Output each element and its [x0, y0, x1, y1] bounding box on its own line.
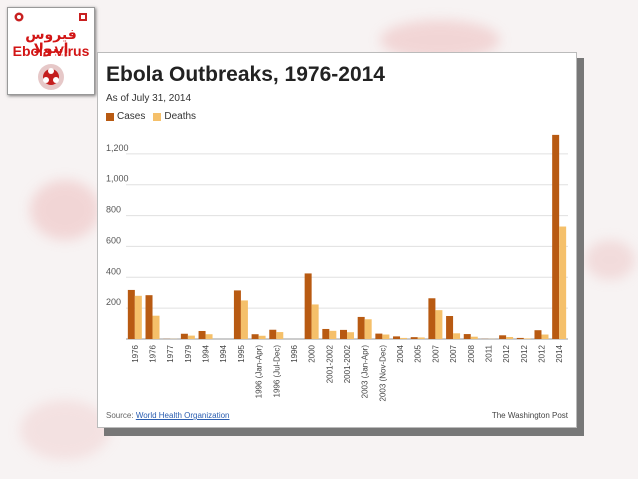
- chart-subtitle: As of July 31, 2014: [106, 93, 192, 104]
- x-tick-label: 1995: [237, 344, 246, 362]
- bar-cases: [428, 298, 436, 339]
- bar-cases: [322, 328, 330, 339]
- bar-cases: [463, 334, 471, 339]
- x-tick-label: 2007: [449, 344, 458, 362]
- bar-deaths: [541, 334, 549, 339]
- chart-title: Ebola Outbreaks, 1976-2014: [106, 63, 385, 86]
- bar-deaths: [187, 335, 195, 339]
- bar-cases: [375, 333, 383, 339]
- x-tick-label: 1996: [290, 344, 299, 362]
- source-label: Source:: [106, 411, 134, 420]
- emblem-icon: [14, 12, 24, 22]
- bar-deaths: [240, 300, 248, 339]
- source-link[interactable]: World Health Organization: [135, 411, 230, 420]
- legend-item-cases: Cases: [106, 111, 145, 122]
- x-tick-label: 1976: [131, 344, 140, 362]
- x-tick-label: 1977: [166, 344, 175, 362]
- bar-deaths: [400, 337, 408, 339]
- bar-cases: [499, 335, 507, 339]
- legend-label-deaths: Deaths: [164, 111, 197, 122]
- y-tick-label: 600: [106, 235, 121, 245]
- legend-label-cases: Cases: [117, 111, 146, 122]
- x-tick-label: 2001-2002: [343, 344, 352, 383]
- x-tick-label: 2003 (Jan-Apr): [361, 345, 370, 399]
- x-tick-label: 1994: [219, 344, 228, 362]
- x-tick-label: 2001-2002: [325, 344, 334, 383]
- bar-deaths: [258, 335, 266, 339]
- y-tick-label: 1,200: [106, 143, 129, 153]
- chart-legend: Cases Deaths: [106, 111, 196, 122]
- x-tick-label: 2014: [555, 344, 564, 362]
- chart-plot-area: 200 400 600 800 1,000 1,200 1976 1976 1977 1979 19…: [106, 134, 568, 402]
- bar-cases: [180, 333, 188, 339]
- y-tick-label: 1,000: [106, 174, 129, 184]
- x-tick-label: 2003 (Nov-Dec): [378, 345, 387, 402]
- legend-swatch-cases: [106, 112, 114, 121]
- ebola-virus-logo: فيروس إيبولا Ebola Virus: [7, 7, 95, 95]
- bar-cases: [251, 334, 259, 339]
- bar-deaths: [453, 333, 461, 339]
- chart-source: Source: World Health Organization: [106, 411, 230, 420]
- logo-arabic-text: فيروس إيبولا: [25, 27, 77, 57]
- y-tick-label: 400: [106, 266, 121, 276]
- y-tick-label: 200: [106, 297, 121, 307]
- bar-cases: [304, 273, 312, 339]
- chart-credit: The Washington Post: [491, 411, 568, 420]
- bar-deaths: [559, 226, 567, 339]
- x-tick-label: 2000: [308, 344, 317, 362]
- x-tick-label: 1996 (Jul-Dec): [272, 345, 281, 398]
- bar-deaths: [276, 332, 284, 339]
- bar-deaths: [417, 337, 425, 339]
- bar-cases: [269, 329, 277, 339]
- y-tick-label: 800: [106, 205, 121, 215]
- x-tick-label: 1994: [202, 344, 211, 362]
- bar-deaths: [134, 295, 142, 339]
- background-smear: [20, 400, 110, 460]
- x-tick-label: 2007: [431, 344, 440, 362]
- bar-cases: [233, 290, 241, 339]
- bar-cases: [446, 316, 454, 339]
- x-tick-label: 1996 (Jan-Apr): [255, 345, 264, 399]
- bar-deaths: [382, 334, 390, 339]
- chart-card: Ebola Outbreaks, 1976-2014 As of July 31…: [97, 52, 577, 428]
- bar-deaths: [364, 319, 372, 339]
- logo-english-text: Ebola Virus: [12, 43, 90, 59]
- bar-deaths: [329, 330, 337, 339]
- bar-deaths: [435, 310, 443, 339]
- bar-deaths: [506, 336, 514, 339]
- bar-cases: [340, 329, 347, 339]
- legend-swatch-deaths: [153, 112, 162, 121]
- bar-cases: [410, 337, 418, 339]
- bar-deaths: [347, 332, 354, 339]
- bar-cases: [357, 316, 365, 339]
- bar-deaths: [523, 338, 531, 339]
- x-tick-label: 1976: [149, 344, 158, 362]
- bar-cases: [145, 295, 153, 339]
- bar-cases: [516, 337, 524, 339]
- bar-cases: [198, 330, 206, 339]
- background-smear: [30, 180, 100, 240]
- bar-deaths: [470, 336, 478, 339]
- x-tick-label: 2011: [484, 344, 493, 362]
- bar-cases: [393, 336, 401, 339]
- biohazard-virus-icon: [38, 64, 64, 90]
- x-tick-label: 2004: [396, 344, 405, 362]
- x-tick-label: 1979: [184, 344, 193, 362]
- bar-deaths: [152, 315, 160, 339]
- bar-cases: [127, 289, 135, 339]
- bar-deaths: [205, 334, 213, 339]
- emblem-icon: [79, 13, 87, 21]
- x-tick-label: 2008: [467, 344, 476, 362]
- x-tick-label: 2012: [520, 344, 529, 362]
- x-tick-label: 2012: [502, 344, 511, 362]
- bar-cases: [534, 330, 542, 339]
- x-tick-label: 2005: [414, 344, 423, 362]
- x-tick-label: 2012: [537, 344, 546, 362]
- background-smear: [585, 240, 635, 280]
- bar-deaths: [311, 304, 319, 339]
- legend-item-deaths: Deaths: [153, 111, 196, 122]
- bar-cases: [552, 134, 560, 339]
